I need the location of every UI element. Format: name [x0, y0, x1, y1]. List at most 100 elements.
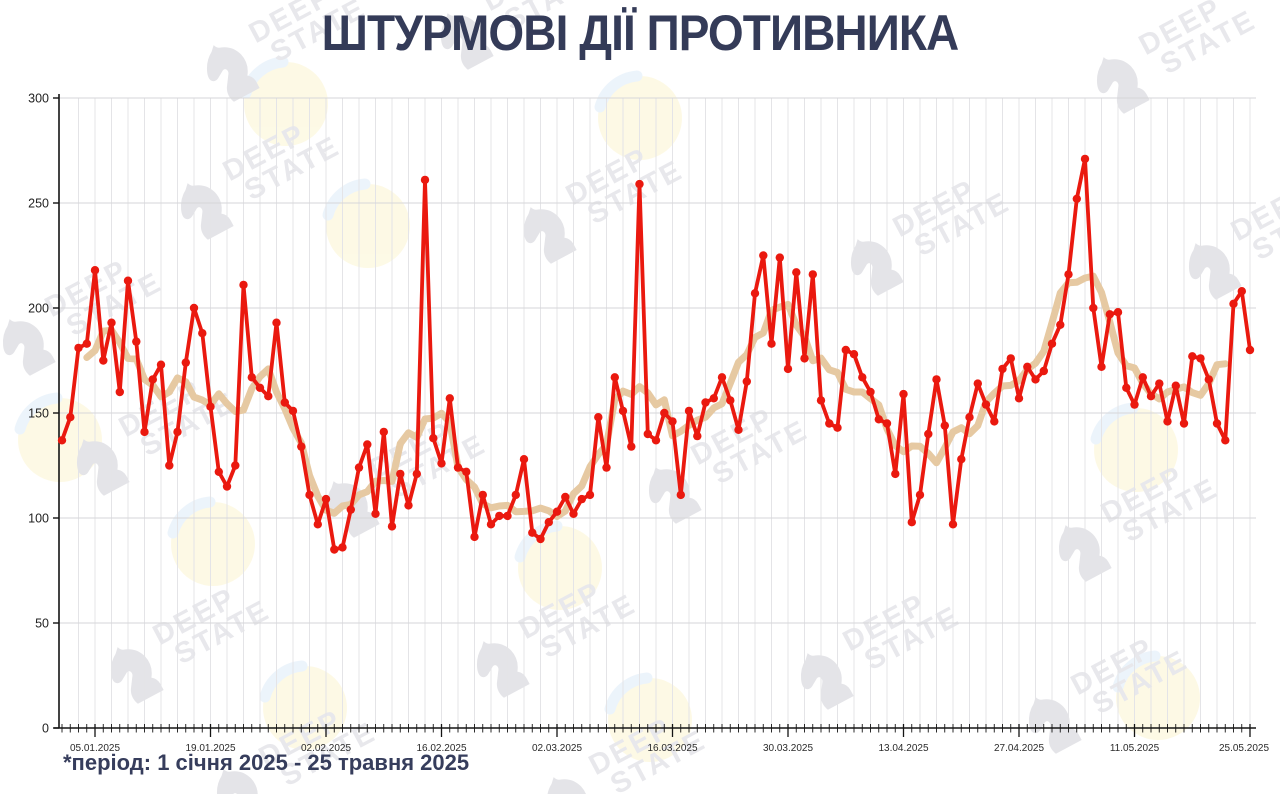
x-tick-label: 16.02.2025 — [416, 743, 466, 754]
data-point — [445, 394, 454, 403]
data-point — [841, 345, 850, 355]
chart-title: ШТУРМОВІ ДІЇ ПРОТИВНИКА — [321, 5, 960, 61]
data-point — [726, 396, 735, 405]
data-point — [486, 520, 496, 529]
data-point — [272, 318, 281, 327]
data-point — [627, 442, 636, 451]
data-point — [206, 402, 215, 411]
y-tick-label: 200 — [28, 302, 49, 316]
x-tick-label: 19.01.2025 — [185, 743, 235, 754]
x-tick-label: 16.03.2025 — [647, 743, 697, 754]
data-point — [453, 463, 463, 472]
data-point — [858, 373, 867, 382]
data-point — [288, 406, 298, 416]
x-tick-label: 02.03.2025 — [532, 743, 582, 754]
logo-ghost-icon — [604, 672, 692, 762]
data-point — [948, 520, 958, 529]
x-tick-label: 27.04.2025 — [994, 743, 1044, 754]
data-point — [643, 429, 652, 439]
data-point — [849, 350, 859, 359]
data-point — [1031, 375, 1040, 384]
period-note: *період: 1 січня 2025 - 25 травня 2025 — [63, 750, 470, 775]
data-point — [1130, 400, 1139, 409]
logo-ghost-icon — [1112, 650, 1200, 740]
data-point — [107, 318, 116, 327]
data-point — [420, 175, 430, 185]
x-tick-label: 11.05.2025 — [1110, 743, 1160, 754]
data-point — [651, 436, 661, 445]
data-point — [915, 490, 925, 500]
logo-ghost-icon — [1090, 402, 1178, 492]
data-point — [503, 511, 512, 521]
data-point — [1023, 362, 1032, 371]
data-point — [544, 518, 553, 527]
x-tick-label: 25.05.2025 — [1219, 743, 1269, 754]
data-point — [470, 532, 479, 542]
data-point — [1097, 362, 1106, 371]
data-point — [1080, 154, 1090, 164]
data-point — [561, 492, 570, 502]
data-point — [1056, 320, 1065, 329]
data-point — [132, 337, 141, 346]
data-point — [74, 343, 83, 353]
data-point — [882, 419, 892, 428]
data-point — [462, 467, 471, 476]
x-tick-label: 05.01.2025 — [70, 743, 120, 754]
knight-icon — [2, 319, 56, 376]
data-point — [255, 383, 265, 392]
data-point — [297, 442, 306, 451]
data-point — [82, 339, 92, 348]
data-point — [833, 423, 842, 432]
knight-icon — [800, 653, 854, 710]
data-point — [594, 413, 603, 422]
knight-icon — [110, 647, 164, 704]
x-tick-label: 13.04.2025 — [878, 743, 928, 754]
data-point — [684, 406, 694, 416]
data-point — [618, 406, 628, 416]
data-point — [90, 266, 100, 275]
data-point — [396, 469, 405, 479]
knight-icon — [1096, 57, 1150, 114]
data-point — [404, 501, 413, 510]
knight-icon — [216, 769, 270, 794]
data-point — [305, 490, 314, 500]
data-point — [247, 373, 256, 382]
knight-icon — [546, 777, 600, 794]
knight-icon — [850, 239, 904, 296]
data-point — [239, 280, 248, 290]
data-point — [115, 387, 125, 397]
data-point — [495, 511, 504, 521]
data-point — [354, 463, 364, 472]
knight-icon — [476, 641, 530, 698]
data-point — [1245, 345, 1255, 355]
knight-icon — [206, 45, 260, 102]
data-point — [660, 408, 669, 418]
data-point — [717, 373, 727, 382]
y-tick-label: 50 — [35, 617, 49, 631]
data-point — [387, 522, 397, 531]
data-point — [1122, 383, 1131, 392]
data-point — [899, 389, 908, 399]
data-point — [924, 429, 933, 439]
data-point — [437, 459, 446, 468]
data-point — [981, 400, 991, 409]
y-tick-label: 0 — [42, 722, 49, 736]
data-point — [1179, 419, 1189, 428]
data-point — [602, 463, 611, 472]
data-point — [816, 396, 826, 405]
data-point — [701, 398, 710, 407]
data-point — [1105, 310, 1115, 319]
x-tick-label: 02.02.2025 — [301, 743, 351, 754]
data-point — [313, 520, 322, 529]
logo-ghost-icon — [322, 178, 410, 268]
data-point — [57, 436, 67, 445]
data-point — [148, 375, 157, 384]
data-point — [1155, 379, 1164, 388]
data-point — [585, 490, 595, 500]
y-tick-label: 300 — [28, 92, 49, 106]
data-point — [1047, 339, 1057, 348]
data-point — [552, 507, 562, 516]
data-point — [1072, 194, 1082, 203]
